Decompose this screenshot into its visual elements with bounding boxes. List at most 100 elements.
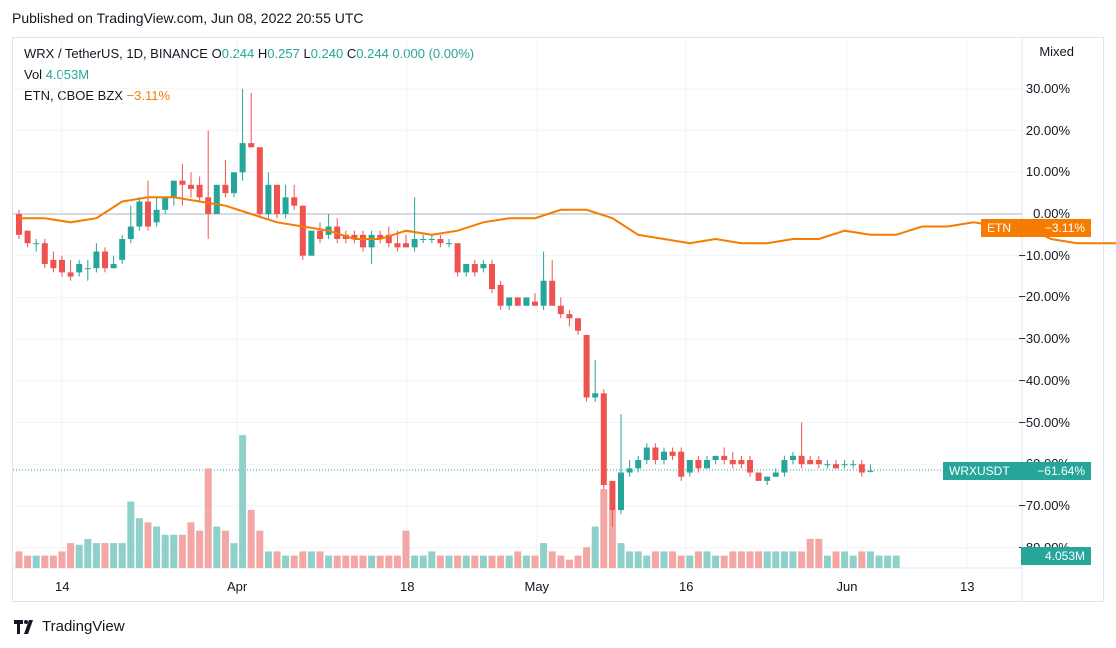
volume-bar (686, 555, 694, 568)
volume-bar (350, 555, 358, 568)
volume-bar (239, 435, 247, 568)
candle-body (729, 460, 736, 465)
candle-body (661, 451, 667, 461)
volume-bar (385, 555, 393, 568)
volume-bar (866, 551, 874, 568)
volume-bar (514, 551, 522, 568)
candle-body (282, 197, 289, 214)
volume-bar (729, 551, 737, 568)
volume-bar (15, 551, 23, 568)
etn-label: ETN, CBOE BZX (24, 88, 123, 103)
brand-name: TradingView (42, 618, 125, 635)
candle-body (351, 234, 358, 240)
volume-bar (608, 509, 616, 568)
volume-bar (127, 501, 135, 568)
candle-body (704, 460, 710, 469)
volume-bar (359, 555, 367, 568)
candle-body (102, 251, 108, 269)
high-value: 0.257 (267, 46, 300, 61)
y-tick-label: 10.00% (1025, 164, 1070, 180)
candle-body (93, 251, 100, 269)
candle-body (712, 455, 719, 461)
candle-body (291, 197, 298, 206)
volume-bar (187, 522, 195, 568)
candle-body (772, 472, 779, 477)
volume-bar (471, 555, 479, 568)
volume-bar (247, 509, 255, 568)
volume-bar (522, 555, 530, 568)
candle-body (790, 455, 796, 461)
candle-body (841, 464, 848, 466)
candle-body (179, 180, 186, 185)
y-tick-label: 0.00% (1033, 206, 1070, 221)
candle-body (317, 230, 323, 240)
volume-bar (342, 555, 350, 568)
high-label: H (257, 46, 268, 61)
close-value: 0.244 (356, 46, 389, 61)
volume-bar (841, 551, 849, 568)
candle-body (420, 239, 427, 241)
volume-bar (488, 555, 496, 568)
candle-body (205, 197, 212, 214)
volume-bar (617, 543, 625, 568)
volume-bar (445, 555, 453, 568)
tradingview-logo-icon (14, 619, 33, 634)
candle-body (583, 334, 590, 398)
volume-bar (161, 534, 169, 568)
volume-bar (118, 543, 126, 568)
volume-bar (282, 555, 290, 568)
candle-body (196, 184, 203, 198)
volume-bar (462, 555, 470, 568)
etn-legend: ETN, CBOE BZX −3.11% (24, 88, 170, 103)
candle-body (600, 393, 607, 486)
candle-body (239, 143, 246, 173)
candle-body (592, 393, 599, 398)
candle-body (747, 460, 753, 473)
volume-bar (892, 555, 900, 568)
candle-body (119, 239, 126, 260)
open-value: 0.244 (221, 46, 255, 61)
candle-body (428, 239, 435, 241)
volume-bar (806, 538, 814, 568)
candle-body (781, 460, 788, 473)
volume-bar (24, 555, 32, 568)
x-tick-label: Jun (836, 579, 858, 594)
candle-body (248, 143, 255, 148)
volume-bar (273, 551, 281, 568)
volume-bar (454, 555, 462, 568)
candle-body (506, 297, 513, 306)
y-tick-label: −50.00% (1018, 414, 1070, 430)
candle-body (532, 301, 538, 306)
footer-brand[interactable]: TradingView (14, 618, 125, 635)
candle-body (170, 180, 177, 198)
candle-body (162, 197, 169, 210)
candle-body (523, 297, 530, 306)
volume-bar (135, 518, 143, 568)
y-tick-label: −20.00% (1018, 289, 1070, 305)
volume-bar (669, 551, 677, 568)
volume-bar (213, 526, 221, 568)
low-value: 0.240 (310, 46, 344, 61)
candle-body (738, 460, 745, 465)
volume-bar (92, 543, 100, 568)
volume-bar (540, 543, 548, 568)
wrx-tag-value: −61.64% (1021, 462, 1091, 480)
candle-body (721, 455, 728, 461)
candle-body (635, 460, 642, 469)
volume-bar (178, 534, 186, 568)
volume-bar (875, 555, 883, 568)
scale-mode[interactable]: Mixed (1039, 44, 1074, 59)
published-note: Published on TradingView.com, Jun 08, 20… (12, 10, 364, 26)
volume-bar (75, 544, 83, 568)
x-tick-label: 16 (679, 579, 694, 594)
volume-bar (325, 555, 333, 568)
volume-bar (660, 551, 668, 568)
symbol-name: WRX / TetherUS, 1D, BINANCE (24, 46, 208, 61)
volume-bar (789, 551, 797, 568)
candle-body (678, 451, 685, 477)
volume-bar (858, 551, 866, 568)
candle-body (24, 230, 31, 244)
volume-bar (221, 530, 229, 568)
wrx-tag-name: WRXUSDT (943, 462, 1021, 480)
